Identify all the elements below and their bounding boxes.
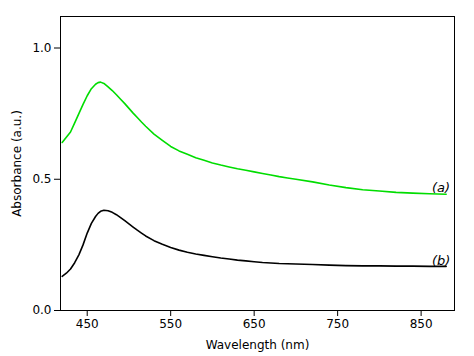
svg-text:750: 750: [326, 317, 349, 331]
svg-text:(b): (b): [432, 253, 450, 268]
svg-text:Wavelength (nm): Wavelength (nm): [206, 338, 310, 352]
svg-text:550: 550: [159, 317, 182, 331]
svg-text:850: 850: [410, 317, 433, 331]
svg-text:Absorbance (a.u.): Absorbance (a.u.): [10, 110, 24, 217]
svg-text:1.0: 1.0: [32, 41, 51, 55]
svg-text:450: 450: [76, 317, 99, 331]
svg-text:(a): (a): [432, 180, 450, 195]
svg-text:650: 650: [243, 317, 266, 331]
svg-text:0.5: 0.5: [32, 172, 51, 186]
svg-text:0.0: 0.0: [32, 303, 51, 317]
